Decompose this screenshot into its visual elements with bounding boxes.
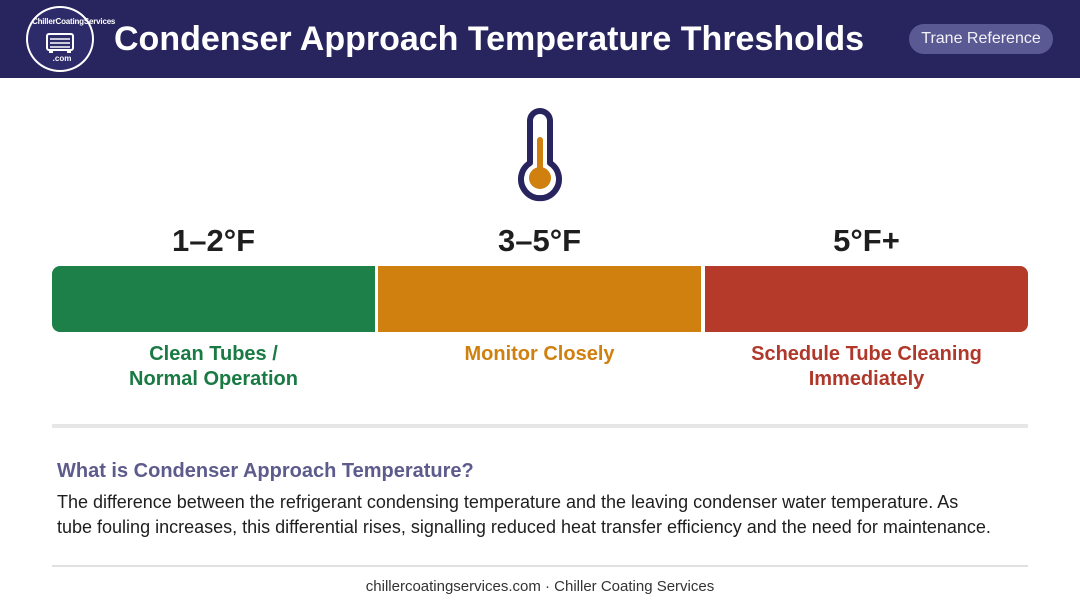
status-label-clean: Clean Tubes / Normal Operation — [52, 342, 375, 392]
status-label-clean-now-line2: Immediately — [808, 368, 925, 390]
threshold-bar-clean-now — [705, 266, 1028, 332]
thermometer-icon — [518, 108, 562, 202]
status-label-clean-now: Schedule Tube Cleaning Immediately — [705, 342, 1028, 392]
header-bar: ChillerCoatingServices .com Condenser Ap… — [0, 0, 1080, 78]
threshold-bar-monitor — [378, 266, 701, 332]
reference-badge: Trane Reference — [909, 24, 1053, 54]
definition-line-1: The difference between the refrigerant c… — [57, 492, 959, 512]
status-label-clean-now-line1: Schedule Tube Cleaning — [751, 343, 982, 365]
section-divider — [52, 424, 1028, 428]
page-title: Condenser Approach Temperature Threshold… — [114, 20, 865, 58]
status-label-monitor: Monitor Closely — [378, 342, 701, 367]
range-label-clean: 1–2°F — [171, 223, 256, 258]
status-label-clean-line1: Clean Tubes / — [149, 343, 278, 365]
chiller-unit-icon — [46, 33, 74, 53]
threshold-bar-clean — [52, 266, 375, 332]
range-label-monitor: 3–5°F — [497, 223, 582, 258]
footer-divider — [52, 565, 1028, 567]
logo: ChillerCoatingServices .com — [26, 6, 116, 72]
logo-text-top: ChillerCoatingServices — [32, 17, 116, 26]
definition-line-2: tube fouling increases, this differentia… — [57, 517, 991, 537]
status-label-clean-line2: Normal Operation — [129, 368, 298, 390]
footer-text: chillercoatingservices.com · Chiller Coa… — [365, 578, 715, 595]
logo-text-bottom: .com — [52, 54, 72, 63]
definition-body: The difference between the refrigerant c… — [57, 490, 1037, 540]
definition-heading: What is Condenser Approach Temperature? — [57, 460, 474, 482]
range-label-clean-now: 5°F+ — [833, 223, 900, 258]
status-label-monitor-line1: Monitor Closely — [464, 343, 615, 365]
